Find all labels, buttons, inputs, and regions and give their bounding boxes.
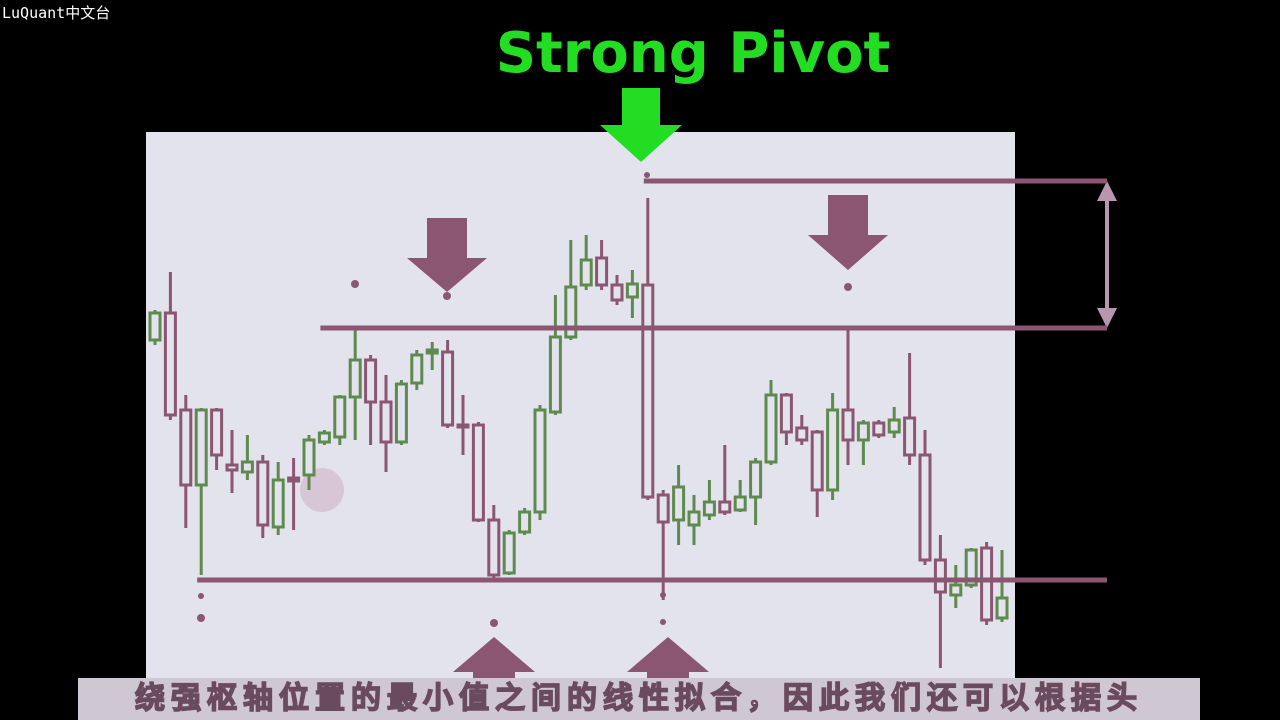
candle-body [779, 393, 793, 434]
candle-body [364, 358, 378, 404]
candle-body [641, 283, 655, 499]
candle-body [194, 408, 208, 487]
arrows [407, 88, 1117, 680]
candle-body [872, 421, 886, 437]
candle-body [348, 358, 362, 399]
candle-body [856, 421, 870, 442]
candle-body [148, 311, 162, 342]
candle-body [579, 258, 593, 287]
candle-body [810, 430, 824, 492]
candle-body [548, 335, 562, 414]
candle-body [749, 460, 763, 499]
candle-body [564, 285, 578, 339]
candle-body [887, 418, 901, 434]
cursor [300, 468, 344, 512]
arrow [407, 218, 487, 292]
candle-body [841, 408, 855, 442]
candle-body [302, 438, 316, 477]
chart-title: Strong Pivot [496, 21, 891, 86]
candle-body [980, 546, 994, 622]
candle-body [733, 495, 747, 512]
candle-body [795, 426, 809, 442]
candle-body [995, 596, 1009, 620]
candle-body [964, 548, 978, 587]
candle-body [240, 460, 254, 474]
candle-body [949, 583, 963, 597]
candle-body [317, 431, 331, 444]
arrow [627, 637, 709, 680]
candle-body [518, 510, 532, 534]
candle-body [595, 256, 609, 287]
chart-bg [146, 132, 1015, 680]
candle-body [702, 500, 716, 517]
candle-body [271, 478, 285, 529]
range-arrow [1097, 181, 1117, 328]
arrow [808, 195, 888, 270]
candle-body [687, 510, 701, 527]
candle-body [610, 283, 624, 302]
arrow [600, 88, 682, 162]
candle-body [918, 453, 932, 562]
candle-body [333, 395, 347, 439]
watermark: LuQuant中文台 [2, 4, 111, 22]
candle-body [179, 408, 193, 487]
candle-body [163, 311, 177, 417]
candle-body [210, 408, 224, 457]
candle-body [394, 382, 408, 444]
candle-body [487, 518, 501, 577]
candle-body [287, 476, 301, 483]
candle-body [410, 353, 424, 385]
candle-body [903, 416, 917, 457]
arrow [453, 637, 535, 680]
candle-body [764, 393, 778, 464]
candle-body [225, 463, 239, 472]
subtitle: 绕强枢轴位置的最小值之间的线性拟合，因此我们还可以根据头 [78, 678, 1200, 720]
candle-body [441, 350, 455, 427]
candle-body [456, 423, 470, 429]
candle-body [933, 558, 947, 594]
candle-body [826, 408, 840, 492]
candle-body [533, 408, 547, 514]
candle-body [656, 493, 670, 524]
candle-body [471, 423, 485, 522]
candle-body [425, 348, 439, 355]
candle-body [672, 485, 686, 522]
candle-body [502, 531, 516, 575]
candle-body [625, 282, 639, 299]
candle-body [718, 500, 732, 514]
candle-body [256, 460, 270, 527]
candle-body [379, 400, 393, 444]
